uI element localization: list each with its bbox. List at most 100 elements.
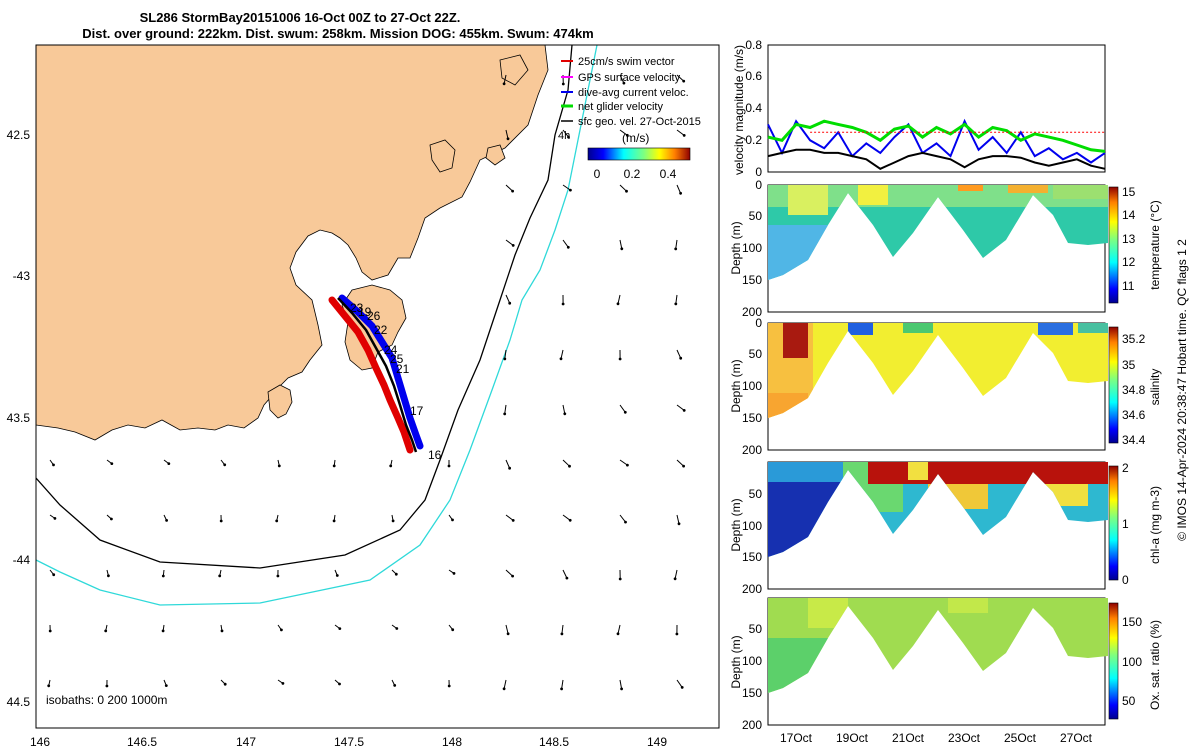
- velocity-arrow-head: [389, 464, 393, 468]
- velocity-arrow-head: [161, 629, 165, 633]
- sal-cb-tick: 35.2: [1122, 332, 1146, 346]
- velocity-arrow-head: [568, 464, 571, 468]
- sal-cb-tick: 34.6: [1122, 408, 1146, 422]
- ox-y-tick: 100: [742, 654, 762, 668]
- velocity-arrow-head: [569, 188, 572, 192]
- velocity-arrow-head: [48, 629, 52, 633]
- velocity-arrow: [619, 404, 626, 413]
- map-x-tick: 147.5: [334, 735, 364, 749]
- island-small-1: [485, 144, 506, 166]
- day-label: 24: [384, 343, 398, 357]
- map-colorbar: [587, 147, 691, 161]
- velocity-arrow: [675, 294, 678, 304]
- velocity-arrow-head: [280, 628, 283, 632]
- ox-cb-tick: 150: [1122, 615, 1142, 629]
- temp-cb-tick: 15: [1122, 185, 1136, 199]
- day-label: 19: [358, 305, 372, 319]
- legend-extra: 4h: [558, 130, 570, 142]
- sal-y-tick: 150: [742, 411, 762, 425]
- sal-y-tick: 200: [742, 443, 762, 457]
- velocity-arrow-head: [561, 82, 565, 86]
- temp-cb-tick: 11: [1122, 279, 1135, 293]
- velocity-arrow-head: [622, 81, 626, 85]
- time-x-tick: 21Oct: [892, 731, 925, 745]
- velocity-arrow-head: [511, 244, 515, 247]
- map-x-tick: 146: [30, 735, 50, 749]
- glider-track-net-black: [337, 297, 418, 453]
- legend-gps-velocity: GPS surface velocity: [578, 72, 681, 84]
- velocity-arrow: [562, 404, 566, 414]
- velocity-arrow: [560, 349, 564, 359]
- velocity-arrow-head: [332, 519, 336, 523]
- velocity-arrow: [619, 129, 628, 136]
- time-x-tick: 27Oct: [1060, 731, 1093, 745]
- velocity-arrow-head: [566, 245, 570, 249]
- temp-y-tick: 0: [755, 178, 762, 192]
- velocity-arrow-head: [165, 519, 169, 522]
- ox-cb-tick: 100: [1122, 655, 1142, 669]
- velocity-arrow-head: [53, 517, 57, 520]
- map-x-tick: 148.5: [539, 735, 569, 749]
- temperature-panel: 0 50 100 150 200 Depth (m) 15 14 13 12 1…: [729, 178, 1162, 319]
- sal-cb-tick: 34.8: [1122, 383, 1146, 397]
- velocity-arrow: [503, 679, 507, 689]
- velocity-arrow: [561, 624, 564, 634]
- velocity-arrow-head: [223, 682, 227, 686]
- velocity-arrow: [676, 404, 685, 411]
- figure-title-line2: Dist. over ground: 222km. Dist. swum: 25…: [82, 26, 594, 41]
- velocity-y-tick: 0.4: [745, 101, 762, 115]
- velocity-arrow-head: [502, 82, 506, 86]
- velocity-arrow: [561, 679, 564, 689]
- sal-y-tick: 100: [742, 379, 762, 393]
- velocity-arrow-head: [679, 191, 682, 195]
- map-y-tick: -43: [13, 269, 31, 283]
- velocity-arrow-head: [561, 302, 565, 306]
- day-label: 16: [428, 448, 442, 462]
- temp-y-tick: 150: [742, 273, 762, 287]
- velocity-arrow-head: [275, 519, 279, 523]
- chla-y-tick: 200: [742, 582, 762, 596]
- isobath-1000m: [36, 45, 598, 606]
- velocity-arrow-head: [161, 574, 165, 578]
- map-x-tick: 148: [442, 735, 462, 749]
- velocity-arrow-head: [567, 135, 570, 139]
- velocity-arrow: [619, 184, 627, 192]
- ox-colorbar: [1108, 602, 1119, 720]
- ox-y-label: Depth (m): [729, 635, 743, 688]
- velocity-arrow: [562, 459, 570, 467]
- time-x-tick: 19Oct: [836, 731, 869, 745]
- velocity-arrow: [676, 129, 685, 136]
- velocity-arrow-head: [167, 462, 171, 465]
- velocity-arrow-head: [332, 464, 336, 468]
- velocity-arrow: [504, 349, 507, 359]
- velocity-arrow-head: [338, 682, 341, 686]
- velocity-arrow-head: [391, 519, 395, 523]
- velocity-arrow: [676, 74, 685, 82]
- velocity-arrow-head: [682, 409, 686, 412]
- colorbar-tick: 0.4: [660, 167, 677, 181]
- velocity-arrow-head: [276, 574, 280, 578]
- sal-y-tick: 50: [749, 347, 763, 361]
- velocity-arrow-head: [110, 517, 113, 521]
- chla-colorbar: [1108, 465, 1119, 581]
- velocity-series-line: [767, 119, 1106, 153]
- legend-dive-avg: dive-avg current veloc.: [578, 87, 689, 99]
- day-label: 17: [410, 404, 424, 418]
- velocity-arrow: [617, 624, 621, 634]
- velocity-arrow-head: [624, 520, 627, 524]
- velocity-arrow-head: [618, 577, 622, 581]
- map-y-tick: 42.5: [7, 128, 31, 142]
- map-y-tick: -44: [13, 553, 31, 567]
- map-frame: [35, 44, 720, 729]
- velocity-arrow: [619, 679, 623, 689]
- velocity-y-tick: 0.2: [745, 133, 762, 147]
- velocity-arrow-head: [511, 574, 514, 578]
- time-x-tick: 25Oct: [1004, 731, 1037, 745]
- velocity-arrow: [505, 514, 514, 521]
- velocity-arrow-head: [451, 628, 455, 632]
- velocity-arrow-head: [511, 189, 514, 193]
- day-label: 25: [390, 352, 404, 366]
- glider-track-swim-red: [328, 296, 414, 454]
- legend-swim-vector: 25cm/s swim vector: [578, 56, 675, 68]
